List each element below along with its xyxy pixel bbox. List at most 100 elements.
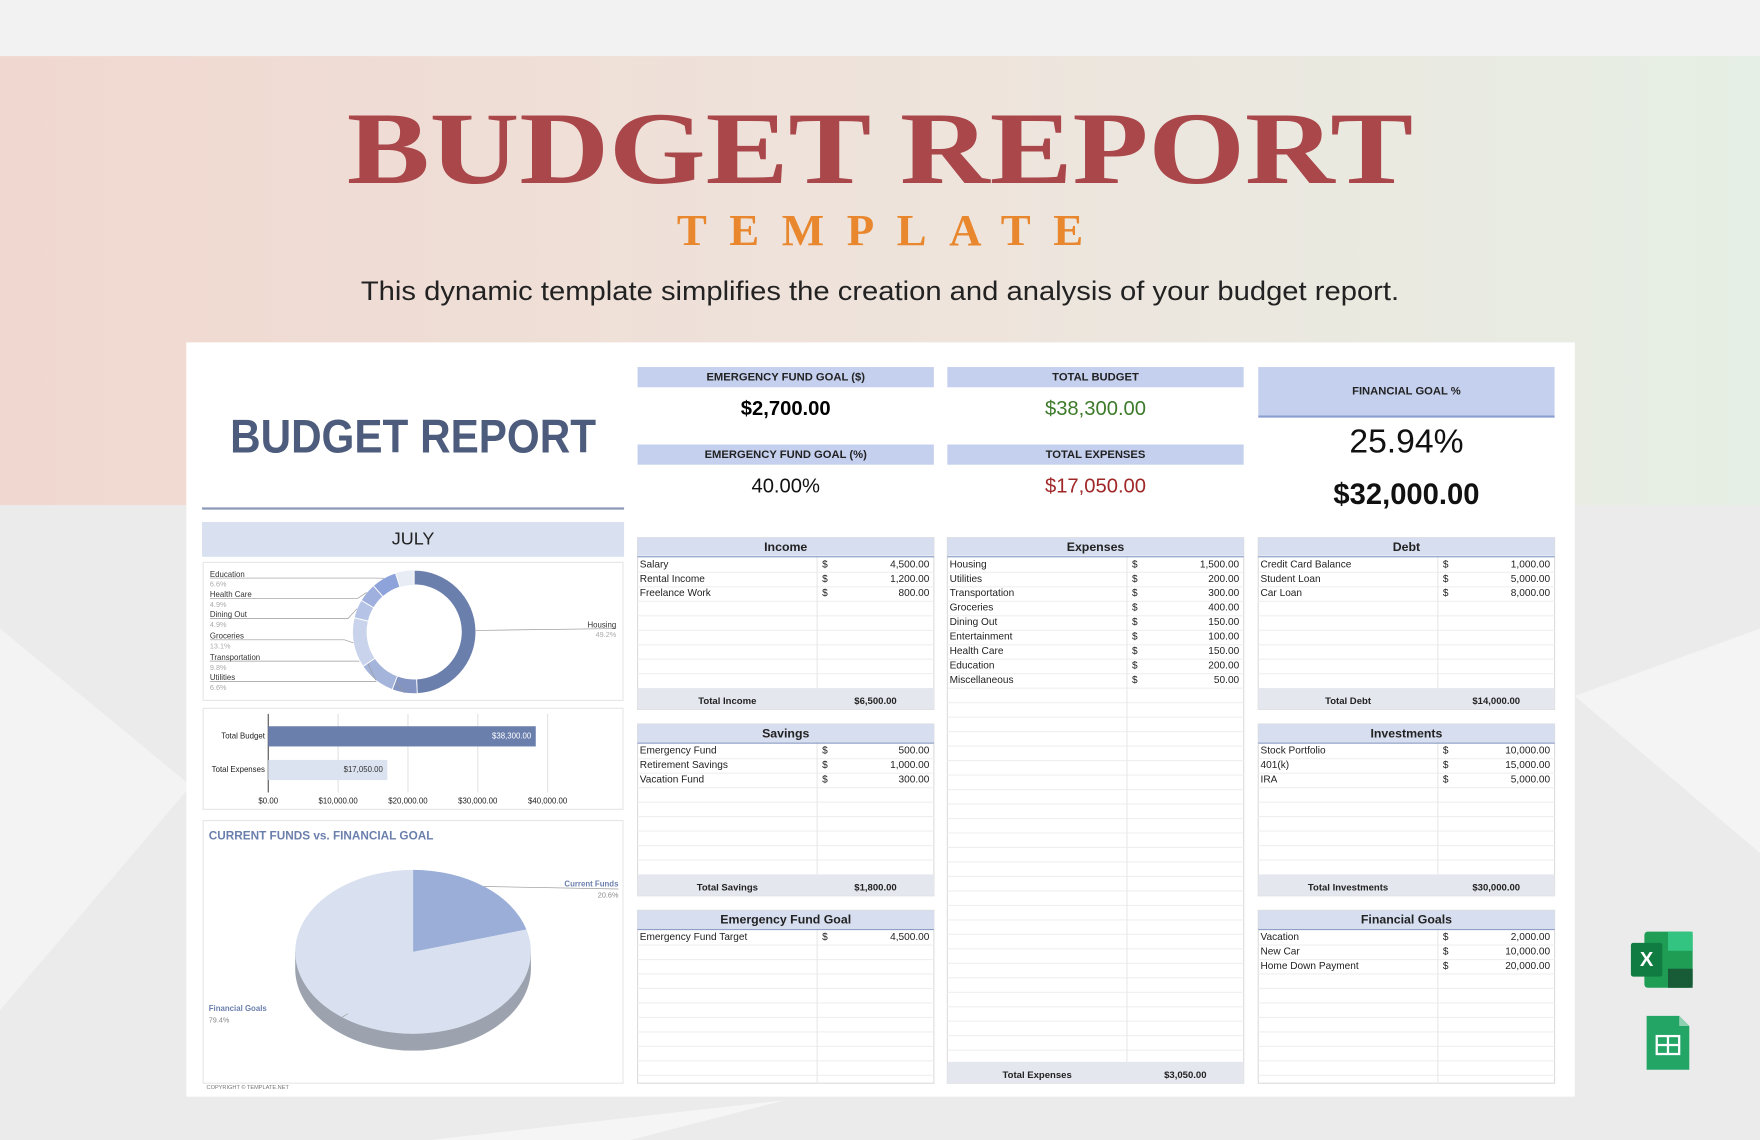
row-currency: $: [822, 559, 828, 570]
total-label: Total Savings: [697, 882, 758, 893]
table-header: [1258, 724, 1555, 742]
svg-text:X: X: [1640, 949, 1654, 971]
table-title: Financial Goals: [1361, 913, 1452, 927]
table-header: [1258, 537, 1555, 556]
slice-label: Groceries: [210, 632, 244, 641]
row-amount: 5,000.00: [1511, 574, 1551, 585]
row-label: Freelance Work: [640, 588, 712, 599]
row-currency: $: [1443, 961, 1449, 972]
slice-label: Transportation: [210, 653, 260, 662]
kpi-header: [637, 367, 934, 388]
leader-line: [209, 639, 354, 644]
table-header: [637, 537, 934, 556]
total-row: [637, 874, 934, 896]
row-label: Transportation: [950, 588, 1015, 599]
table-header: [947, 537, 1244, 556]
row-amount: 5,000.00: [1511, 775, 1551, 786]
row-label: Salary: [640, 559, 670, 570]
row-label: Entertainment: [950, 632, 1013, 643]
month: JULY: [392, 529, 435, 549]
kpi-value: $17,050.00: [1045, 476, 1146, 498]
leader-line: [341, 1013, 349, 1018]
row-label: Emergency Fund: [640, 746, 717, 757]
excel-icon: X: [1630, 931, 1693, 988]
kpi-header: [947, 367, 1244, 388]
sheet-title: BUDGET REPORT: [230, 409, 596, 462]
row-currency: $: [1443, 932, 1449, 943]
page-description: This dynamic template simplifies the cre…: [361, 276, 1399, 306]
row-label: Retirement Savings: [640, 760, 728, 771]
row-amount: 1,000.00: [890, 760, 930, 771]
slice-value-label: 20.6%: [598, 891, 619, 900]
row-label: Vacation: [1261, 932, 1300, 943]
row-amount: 10,000.00: [1505, 946, 1550, 957]
row-currency: $: [1443, 574, 1449, 585]
bar-category: Total Expenses: [212, 765, 265, 774]
slice-label: Utilities: [210, 673, 235, 682]
kpi-header: [1258, 367, 1555, 416]
row-label: Education: [950, 661, 995, 672]
slice-label: Financial Goals: [209, 1004, 268, 1013]
kpi-label: TOTAL EXPENSES: [1046, 449, 1146, 461]
row-currency: $: [1132, 603, 1138, 614]
kpi-value: 40.00%: [751, 476, 820, 498]
chart-title: CURRENT FUNDS vs. FINANCIAL GOAL: [209, 829, 434, 842]
row-amount: 800.00: [899, 588, 930, 599]
row-amount: 300.00: [1208, 588, 1239, 599]
total-value: $3,050.00: [1164, 1070, 1206, 1081]
table-title: Investments: [1370, 726, 1442, 740]
x-tick-label: $0.00: [258, 797, 278, 806]
slice-label: Education: [210, 570, 245, 579]
sheets-icon: [1646, 1015, 1690, 1070]
kpi-label: EMERGENCY FUND GOAL (%): [705, 449, 868, 461]
kpi-header: [947, 444, 1244, 465]
row-currency: $: [1132, 574, 1138, 585]
table-header: [637, 910, 934, 929]
budget-chart-panel: [202, 707, 624, 810]
slice-label: Dining Out: [210, 610, 248, 619]
row-label: Health Care: [950, 646, 1004, 657]
row-currency: $: [1443, 588, 1449, 599]
pie-slice: [413, 869, 527, 952]
row-currency: $: [1132, 632, 1138, 643]
row-currency: $: [1132, 675, 1138, 686]
x-tick-label: $10,000.00: [318, 797, 358, 806]
total-value: $14,000.00: [1472, 696, 1520, 707]
row-amount: 150.00: [1208, 617, 1239, 628]
slice-value-label: 13.1%: [210, 641, 231, 650]
row-label: Rental Income: [640, 574, 705, 585]
slice-value-label: 79.4%: [209, 1015, 230, 1024]
bar: [268, 759, 388, 781]
row-currency: $: [1132, 646, 1138, 657]
table-title: Expenses: [1067, 540, 1125, 554]
slice-label: Health Care: [210, 590, 252, 599]
row-label: Credit Card Balance: [1261, 559, 1352, 570]
row-label: Miscellaneous: [950, 675, 1014, 686]
slice-value-label: 9.8%: [210, 663, 227, 672]
row-amount: 4,500.00: [890, 559, 930, 570]
slice-label: Current Funds: [564, 880, 619, 889]
row-amount: 10,000.00: [1505, 746, 1550, 757]
row-currency: $: [822, 588, 828, 599]
table-title: Debt: [1393, 540, 1420, 554]
table: [636, 537, 935, 710]
kpi-value: 25.94%: [1349, 423, 1463, 460]
row-amount: 500.00: [899, 746, 930, 757]
leader-line: [209, 608, 358, 619]
page-title: BUDGET REPORT: [347, 92, 1413, 206]
row-currency: $: [1443, 946, 1449, 957]
month-box: [202, 521, 625, 557]
total-value: $1,800.00: [854, 882, 896, 893]
row-label: Utilities: [950, 574, 983, 585]
slice-value-label: 4.9%: [210, 600, 227, 609]
row-amount: 2,000.00: [1511, 932, 1551, 943]
donut-slice: [372, 572, 401, 598]
leader-line: [484, 886, 619, 890]
row-currency: $: [822, 760, 828, 771]
row-amount: 1,500.00: [1200, 559, 1240, 570]
copyright: COPYRIGHT © TEMPLATE.NET: [207, 1084, 290, 1091]
table: [1257, 723, 1556, 897]
total-row: [1258, 874, 1555, 896]
